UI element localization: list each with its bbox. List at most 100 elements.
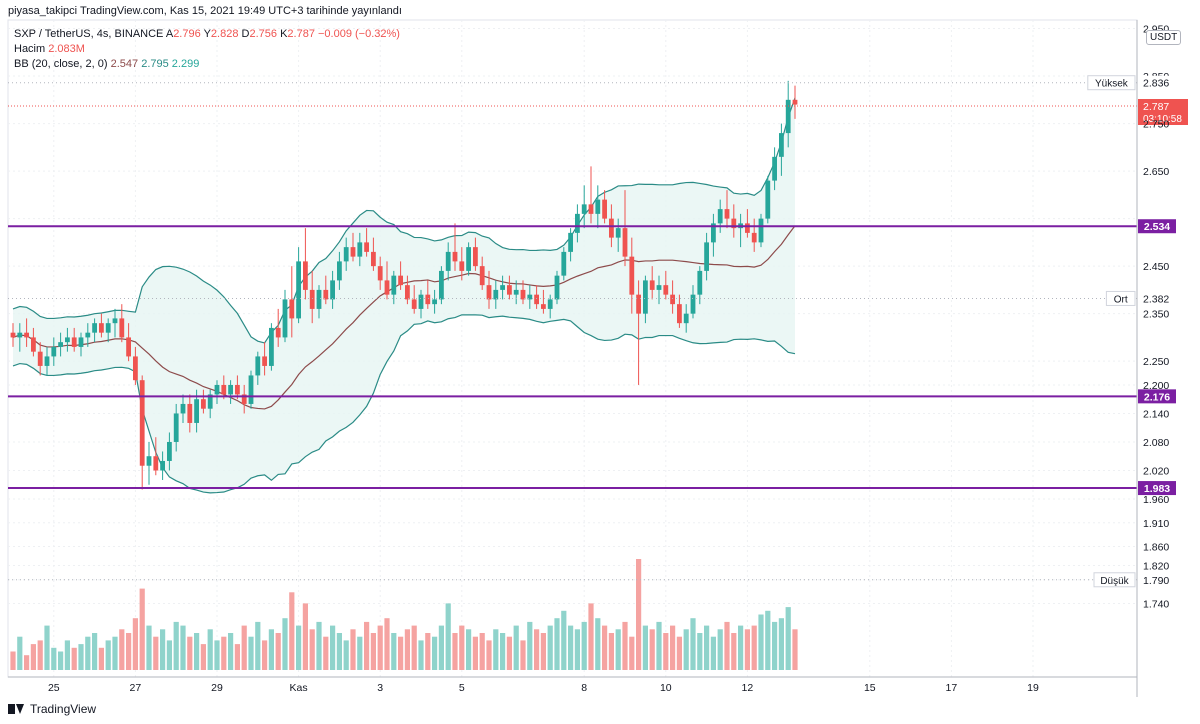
volume-bar <box>255 621 261 670</box>
volume-bar <box>289 592 295 670</box>
volume-bar <box>642 625 648 670</box>
volume-value: 2.083M <box>48 43 85 55</box>
volume-bar <box>153 636 159 670</box>
volume-bar <box>738 625 744 670</box>
volume-bar <box>78 644 84 670</box>
volume-bar <box>10 651 16 670</box>
candle-body <box>520 289 526 300</box>
volume-bar <box>404 629 410 670</box>
level-price-text: 2.534 <box>1144 221 1170 233</box>
volume-bar <box>71 647 77 670</box>
candle-body <box>602 199 607 219</box>
candle-body <box>690 294 696 314</box>
candle-body <box>493 289 499 300</box>
volume-bar <box>173 621 179 670</box>
volume-bar <box>724 621 730 670</box>
currency-button[interactable]: USDT <box>1146 30 1182 45</box>
candle-body <box>765 180 771 219</box>
price-tick-label: 2.140 <box>1143 408 1169 420</box>
price-tick-label: 2.200 <box>1143 380 1169 392</box>
volume-bar <box>377 625 383 670</box>
candle-body <box>554 275 560 300</box>
candle-body <box>486 285 492 300</box>
candle-body <box>275 327 281 338</box>
volume-bar <box>30 644 36 670</box>
volume-bar <box>425 633 431 670</box>
candle-body <box>24 332 29 338</box>
tradingview-logo-icon <box>8 704 24 714</box>
candle-body <box>473 247 478 267</box>
bb-basis-value: 2.547 <box>110 58 139 70</box>
candle-body <box>751 232 757 243</box>
volume-bar <box>731 633 737 670</box>
candle-body <box>330 280 335 300</box>
volume-bar <box>690 618 696 670</box>
candle-body <box>99 323 104 333</box>
candle-body <box>10 332 16 338</box>
volume-bar <box>37 640 43 670</box>
candle-body <box>105 323 111 333</box>
candle-body <box>411 299 417 309</box>
volume-bar <box>595 618 601 670</box>
volume-bar <box>241 625 247 670</box>
bb-upper-line <box>12 97 796 344</box>
candle-body <box>785 99 791 134</box>
footer-brand: TradingView <box>8 702 96 716</box>
price-label-name: Düşük <box>1100 576 1129 587</box>
volume-bar <box>336 633 342 670</box>
candle-body <box>282 299 288 338</box>
low-label: D <box>241 28 250 40</box>
candle-body <box>17 332 23 338</box>
candle-body <box>112 318 118 324</box>
volume-bar <box>438 625 444 670</box>
high-value: 2.828 <box>210 28 239 40</box>
volume-bar <box>207 629 213 670</box>
volume-bar <box>187 636 193 670</box>
price-label-box <box>1087 75 1136 91</box>
volume-bar <box>656 621 662 670</box>
candle-body <box>636 294 641 314</box>
candle-body <box>534 294 539 305</box>
volume-bar <box>160 629 166 670</box>
candle-body <box>649 280 655 290</box>
candle-body <box>71 337 77 347</box>
candle-body <box>541 304 546 309</box>
volume-bar <box>221 636 227 670</box>
candle-body <box>58 342 63 347</box>
candle-body <box>670 294 675 305</box>
volume-bar <box>364 621 370 670</box>
candle-body <box>126 337 131 357</box>
candle-body <box>309 289 315 309</box>
time-tick-label: 29 <box>211 682 223 694</box>
volume-label: Hacim <box>14 43 46 55</box>
candle-body <box>500 285 505 290</box>
volume-bar <box>330 625 336 670</box>
volume-bar <box>323 636 329 670</box>
volume-bar <box>500 633 506 670</box>
symbol-name: SXP / TetherUS, 4s, BINANCE <box>14 28 164 40</box>
candle-body <box>425 294 431 305</box>
volume-bar <box>602 625 608 670</box>
price-label-box <box>1093 572 1136 588</box>
volume-bar <box>98 647 104 670</box>
candle-body <box>622 228 628 257</box>
volume-bar <box>636 559 642 670</box>
candle-body <box>139 380 145 466</box>
candle-body <box>248 375 254 404</box>
low-value: 2.756 <box>249 28 277 40</box>
candle-body <box>527 294 533 300</box>
countdown-text: 03:10:58 <box>1143 114 1182 125</box>
candle-body <box>384 280 390 295</box>
volume-bar <box>105 640 111 670</box>
volume-bar <box>432 636 438 670</box>
candle-body <box>303 261 308 290</box>
time-tick-label: 10 <box>660 682 672 694</box>
price-tick-label: 1.910 <box>1143 518 1169 530</box>
volume-bar <box>309 629 315 670</box>
candle-body <box>391 275 397 295</box>
footer-brand-name: TradingView <box>30 702 97 716</box>
candle-body <box>513 289 519 295</box>
change-value: −0.009 (−0.32%) <box>318 28 400 40</box>
bb-upper-value: 2.795 <box>141 58 169 70</box>
